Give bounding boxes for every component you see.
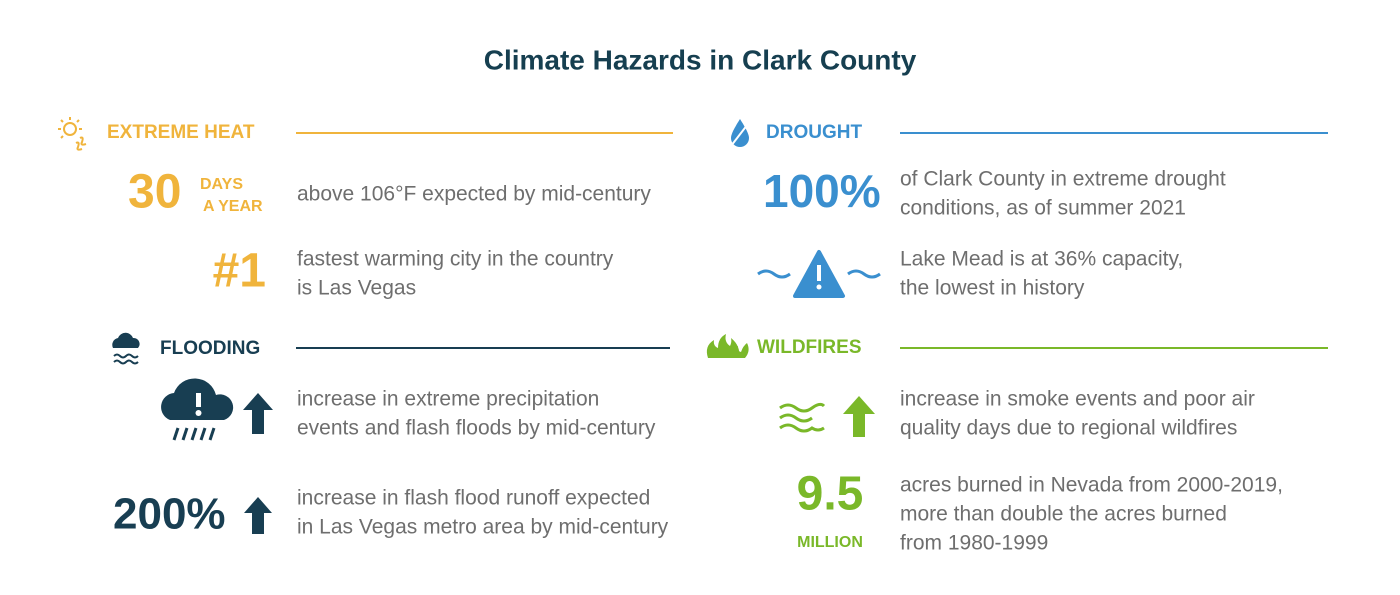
item-text: is Las Vegas xyxy=(297,277,416,300)
title: Climate Hazards in Clark County xyxy=(484,44,917,75)
item-text: events and flash floods by mid-century xyxy=(297,417,656,440)
item-text: above 106°F expected by mid-century xyxy=(297,183,651,206)
section-heading: EXTREME HEAT xyxy=(107,122,255,143)
stat-unit: DAYS xyxy=(200,176,243,193)
item-text: increase in smoke events and poor air xyxy=(900,388,1255,411)
stat: #1 xyxy=(213,245,266,298)
item-text: more than double the acres burned xyxy=(900,503,1227,526)
stat: 100% xyxy=(763,165,881,217)
item-text: in Las Vegas metro area by mid-century xyxy=(297,516,669,539)
flood-icon xyxy=(112,332,140,365)
section-heading: WILDFIRES xyxy=(757,337,862,358)
section-heading: DROUGHT xyxy=(766,122,862,143)
item-text: fastest warming city in the country xyxy=(297,248,614,271)
up-arrow xyxy=(243,393,273,434)
item-text: increase in flash flood runoff expected xyxy=(297,487,650,510)
stat: 200% xyxy=(113,490,226,539)
heat-icon xyxy=(58,117,87,151)
stat: 9.5 xyxy=(797,468,864,521)
item-text: Lake Mead is at 36% capacity, xyxy=(900,248,1183,271)
drought-icon xyxy=(730,119,752,147)
stat-unit: A YEAR xyxy=(203,198,263,215)
item-text: from 1980-1999 xyxy=(900,532,1048,555)
section-heading: FLOODING xyxy=(160,338,260,359)
item-text: the lowest in history xyxy=(900,277,1085,300)
wind-icon xyxy=(779,402,826,433)
stat: 30 xyxy=(128,166,181,219)
item-text: quality days due to regional wildfires xyxy=(900,417,1237,440)
warning-icon xyxy=(757,250,881,298)
item-text: increase in extreme precipitation xyxy=(297,388,599,411)
item-text: acres burned in Nevada from 2000-2019, xyxy=(900,474,1283,497)
up-arrow xyxy=(244,497,272,534)
item-text: conditions, as of summer 2021 xyxy=(900,197,1186,220)
fire-icon xyxy=(706,334,749,358)
stat-unit: MILLION xyxy=(797,534,863,551)
up-arrow xyxy=(843,396,875,437)
storm-icon xyxy=(161,378,234,441)
item-text: of Clark County in extreme drought xyxy=(900,168,1226,191)
